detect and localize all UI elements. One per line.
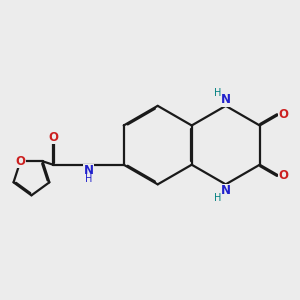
Text: H: H (214, 193, 221, 202)
Text: O: O (48, 131, 58, 144)
Text: O: O (15, 155, 26, 168)
Text: H: H (85, 174, 92, 184)
Text: N: N (221, 184, 231, 197)
Text: N: N (83, 164, 93, 177)
Text: O: O (278, 108, 288, 121)
Text: O: O (278, 169, 288, 182)
Text: H: H (214, 88, 221, 98)
Text: N: N (221, 93, 231, 106)
